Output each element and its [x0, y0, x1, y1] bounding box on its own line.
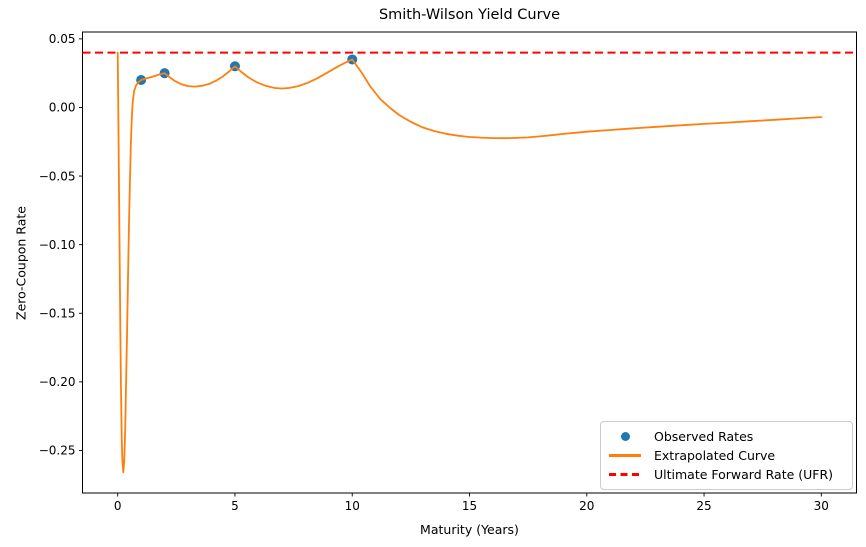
x-axis-label: Maturity (Years): [420, 522, 519, 537]
y-tick-label: −0.05: [39, 169, 76, 183]
y-tick-label: −0.25: [39, 444, 76, 458]
scatter-marker-icon: [609, 432, 641, 441]
x-tick-label: 5: [231, 499, 239, 513]
y-axis-label: Zero-Coupon Rate: [13, 206, 29, 320]
y-tick-label: 0.05: [49, 32, 76, 46]
extrapolated-curve-line: [116, 51, 823, 474]
x-tick-label: 15: [462, 499, 477, 513]
chart-title: Smith-Wilson Yield Curve: [378, 7, 561, 23]
x-tick-label: 30: [814, 499, 829, 513]
legend: Observed Rates Extrapolated Curve Ultima…: [600, 421, 853, 490]
y-tick-label: −0.20: [39, 375, 76, 389]
y-tick-label: 0.00: [49, 101, 76, 115]
x-tick-label: 25: [696, 499, 711, 513]
legend-item-extrapolated-curve: Extrapolated Curve: [609, 446, 844, 465]
dashed-line-icon: [609, 473, 641, 476]
legend-item-observed-rates: Observed Rates: [609, 427, 844, 446]
x-tick-label: 10: [345, 499, 360, 513]
legend-label: Observed Rates: [654, 429, 754, 444]
solid-line-icon: [609, 454, 641, 457]
legend-label: Ultimate Forward Rate (UFR): [654, 467, 834, 482]
x-tick-label: 0: [114, 499, 122, 513]
x-tick-label: 20: [579, 499, 594, 513]
legend-item-ufr: Ultimate Forward Rate (UFR): [609, 465, 844, 484]
y-tick-label: −0.10: [39, 238, 76, 252]
legend-label: Extrapolated Curve: [654, 448, 776, 463]
y-tick-label: −0.15: [39, 306, 76, 320]
